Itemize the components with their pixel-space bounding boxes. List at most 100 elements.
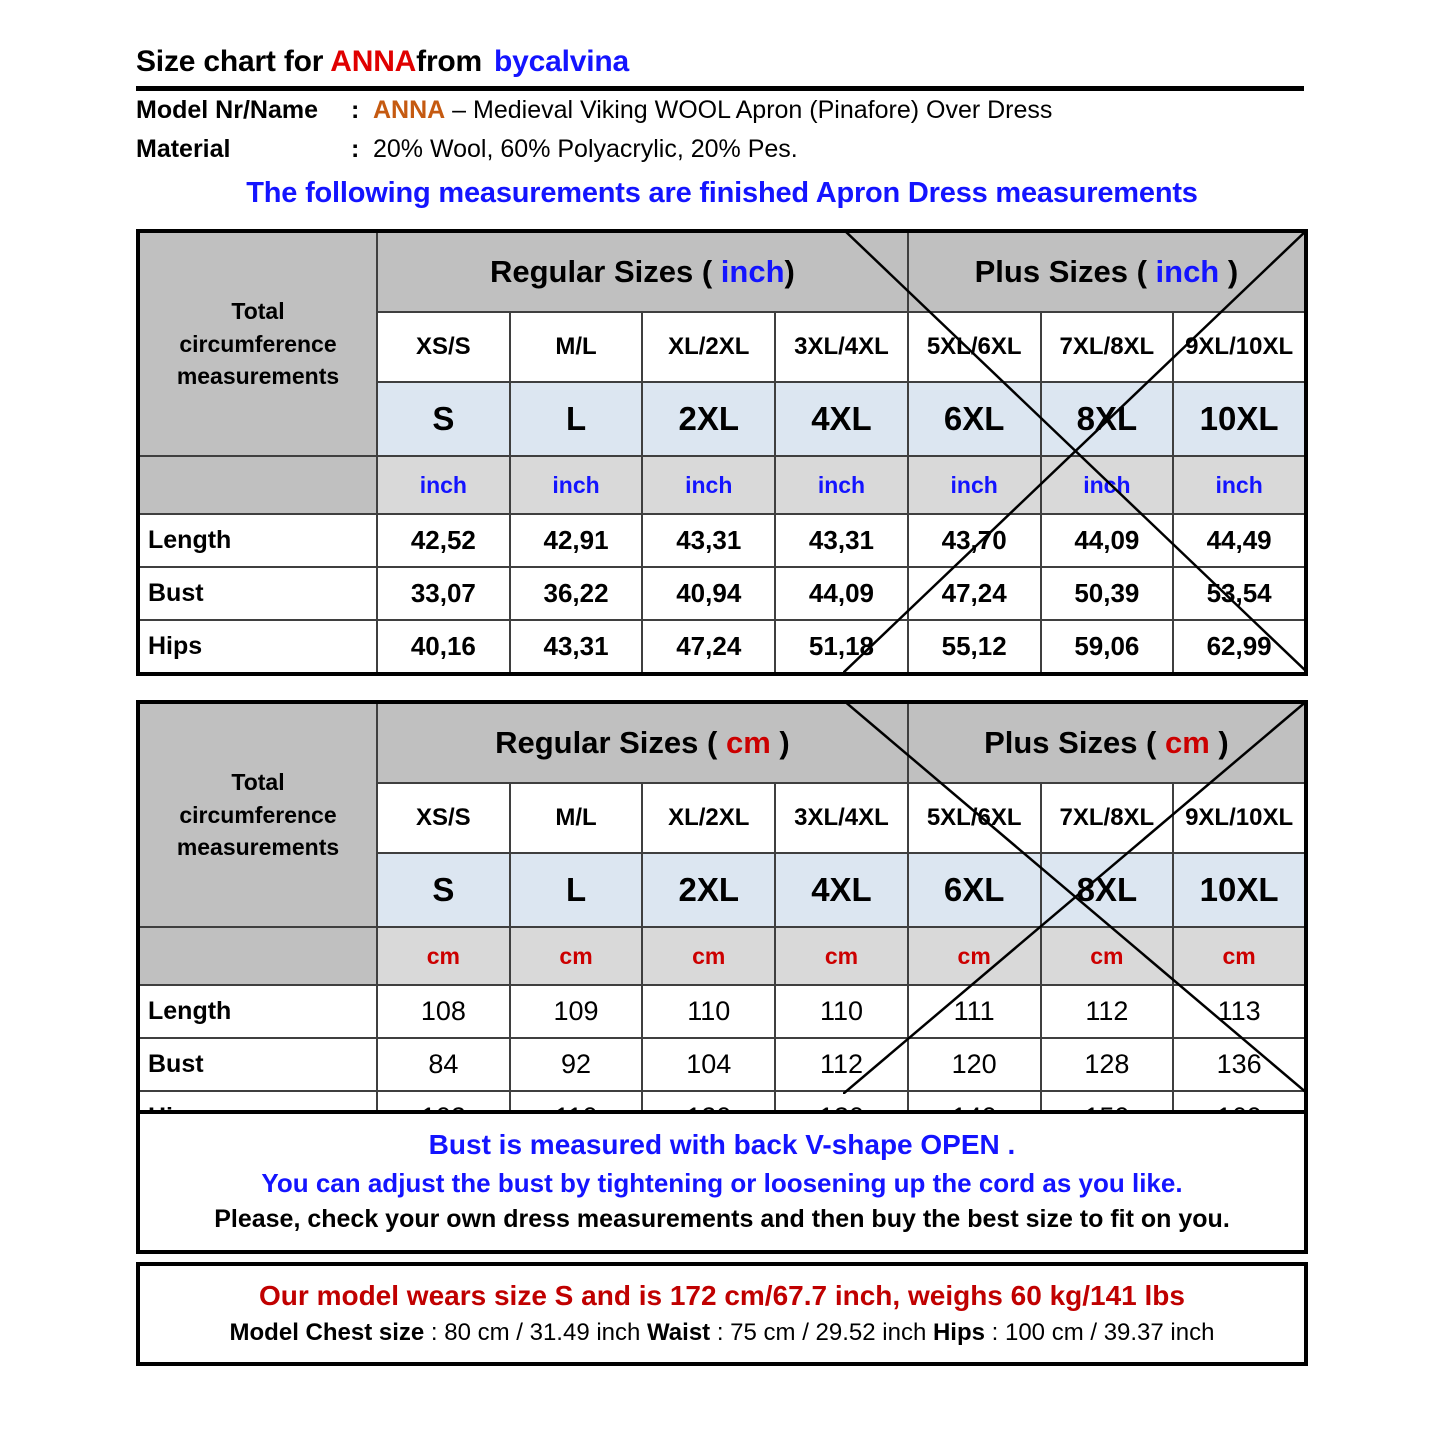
size-name-cell: S	[376, 381, 511, 457]
measure-head-line-3: measurements	[176, 363, 340, 390]
data-cell: 59,06	[1039, 619, 1175, 675]
size-code-cell: 3XL/4XL	[774, 782, 909, 854]
data-cell: 33,07	[376, 566, 511, 621]
size-name-cell: S	[376, 852, 511, 928]
data-cell: 43,31	[508, 619, 644, 675]
measure-head-line-2: circumference	[179, 801, 337, 828]
group-plus-text: Plus Sizes (	[974, 254, 1156, 289]
size-code-cell: XS/S	[376, 311, 511, 383]
bust-note-line-3: Please, check your own dress measurement…	[214, 1204, 1230, 1233]
group-regular-text: Regular Sizes (	[495, 725, 726, 760]
data-cell: 84	[376, 1037, 511, 1092]
unit-cell: cm	[508, 926, 644, 986]
data-cell: 42,91	[508, 513, 644, 568]
table-row: Hips 40,16 43,31 47,24 51,18 55,12 59,06…	[137, 619, 1307, 675]
size-code-cell: XL/2XL	[641, 782, 777, 854]
page-title: Size chart for ANNAfrom bycalvina	[136, 44, 1308, 84]
size-name-cell: 8XL	[1039, 852, 1175, 928]
data-cell: 120	[906, 1037, 1042, 1092]
data-cell: 112	[774, 1037, 909, 1092]
material-label: Material	[136, 134, 231, 163]
data-cell: 104	[641, 1037, 777, 1092]
data-cell: 109	[508, 984, 644, 1039]
table-row-group-header: Total circumference measurements Regular…	[137, 701, 1308, 928]
title-prefix: Size chart for	[136, 45, 331, 78]
data-cell: 108	[376, 984, 511, 1039]
data-cell: 50,39	[1039, 566, 1175, 621]
bust-note-line-2: You can adjust the bust by tightening or…	[261, 1167, 1183, 1198]
title-from: from	[416, 45, 483, 78]
group-plus-unit: inch	[1155, 254, 1220, 289]
material-value: 20% Wool, 60% Polyacrylic, 20% Pes.	[373, 134, 798, 163]
row-label-length: Length	[137, 984, 378, 1039]
table-row-units: inch inch inch inch inch inch inch	[137, 455, 1307, 515]
unit-cell: inch	[376, 455, 511, 515]
model-info-line-1: Our model wears size S and is 172 cm/67.…	[259, 1280, 1185, 1311]
size-name-cell: 4XL	[774, 381, 909, 457]
size-name-cell: 8XL	[1039, 381, 1175, 457]
data-cell: 111	[906, 984, 1042, 1039]
size-code-cell: 5XL/6XL	[906, 311, 1042, 383]
data-cell: 110	[641, 984, 777, 1039]
group-regular-unit: cm	[725, 725, 771, 760]
unit-cell: inch	[1172, 455, 1307, 515]
measure-head-cell: Total circumference measurements	[137, 230, 378, 457]
row-label-hips: Hips	[137, 619, 378, 675]
size-name-cell: L	[508, 381, 644, 457]
unit-cell: inch	[774, 455, 909, 515]
model-chest-label: Model Chest size	[229, 1318, 425, 1346]
size-name-cell: 2XL	[641, 381, 777, 457]
model-name-row: Model Nr/Name : ANNA – Medieval Viking W…	[136, 91, 1308, 130]
group-plus-post: )	[1209, 725, 1229, 760]
cm-size-table: Total circumference measurements Regular…	[136, 700, 1308, 1147]
measure-head-line-3: measurements	[176, 834, 340, 861]
size-code-cell: 7XL/8XL	[1039, 782, 1175, 854]
measure-head-line-1: Total	[231, 769, 285, 796]
model-name-colon: :	[351, 96, 360, 124]
table-row: Bust 84 92 104 112 120 128 136	[137, 1037, 1307, 1092]
unit-cell: cm	[1172, 926, 1307, 986]
size-code-cell: XS/S	[376, 782, 511, 854]
bust-note-line-1: Bust is measured with back V-shape OPEN …	[428, 1129, 1016, 1160]
data-cell: 128	[1039, 1037, 1175, 1092]
data-cell: 136	[1172, 1037, 1307, 1092]
measure-head-filler	[137, 926, 378, 986]
unit-cell: inch	[508, 455, 644, 515]
data-cell: 40,16	[376, 619, 511, 675]
group-regular-text: Regular Sizes (	[489, 254, 721, 289]
size-code-cell: 9XL/10XL	[1172, 311, 1307, 383]
inch-size-table: Total circumference measurements Regular…	[136, 229, 1308, 676]
group-regular-unit: inch	[720, 254, 785, 289]
data-cell: 42,52	[376, 513, 511, 568]
material-colon: :	[351, 134, 360, 163]
data-cell: 44,09	[774, 566, 909, 621]
measure-head-cell: Total circumference measurements	[137, 701, 378, 928]
row-label-bust: Bust	[137, 1037, 378, 1092]
model-hips-value: : 100 cm / 39.37 inch	[984, 1318, 1215, 1346]
measurements-banner: The following measurements are finished …	[246, 176, 1198, 209]
model-hips-label: Hips	[932, 1318, 985, 1346]
title-divider	[136, 86, 1304, 91]
table-row: Length 108 109 110 110 111 112 113	[137, 984, 1307, 1039]
data-cell: 112	[1039, 984, 1175, 1039]
unit-cell: cm	[906, 926, 1042, 986]
data-cell: 110	[774, 984, 909, 1039]
data-cell: 62,99	[1172, 619, 1307, 675]
title-model-name: ANNA	[330, 45, 417, 78]
row-label-length: Length	[137, 513, 378, 568]
header-block: Size chart for ANNAfrom bycalvina Model N…	[136, 44, 1308, 210]
unit-cell: inch	[906, 455, 1042, 515]
group-plus-text: Plus Sizes (	[984, 725, 1165, 760]
table-row-group-header: Total circumference measurements Regular…	[137, 230, 1308, 457]
unit-cell: inch	[1039, 455, 1175, 515]
size-name-cell: 10XL	[1172, 381, 1307, 457]
model-chest-value: : 80 cm / 31.49 inch	[424, 1318, 648, 1346]
size-code-cell: M/L	[508, 782, 644, 854]
model-name-desc: – Medieval Viking WOOL Apron (Pinafore) …	[445, 96, 1053, 124]
size-name-cell: L	[508, 852, 644, 928]
data-cell: 43,31	[774, 513, 909, 568]
group-header-regular: Regular Sizes ( inch)	[376, 230, 909, 313]
size-code-cell: 7XL/8XL	[1039, 311, 1175, 383]
size-name-cell: 2XL	[641, 852, 777, 928]
